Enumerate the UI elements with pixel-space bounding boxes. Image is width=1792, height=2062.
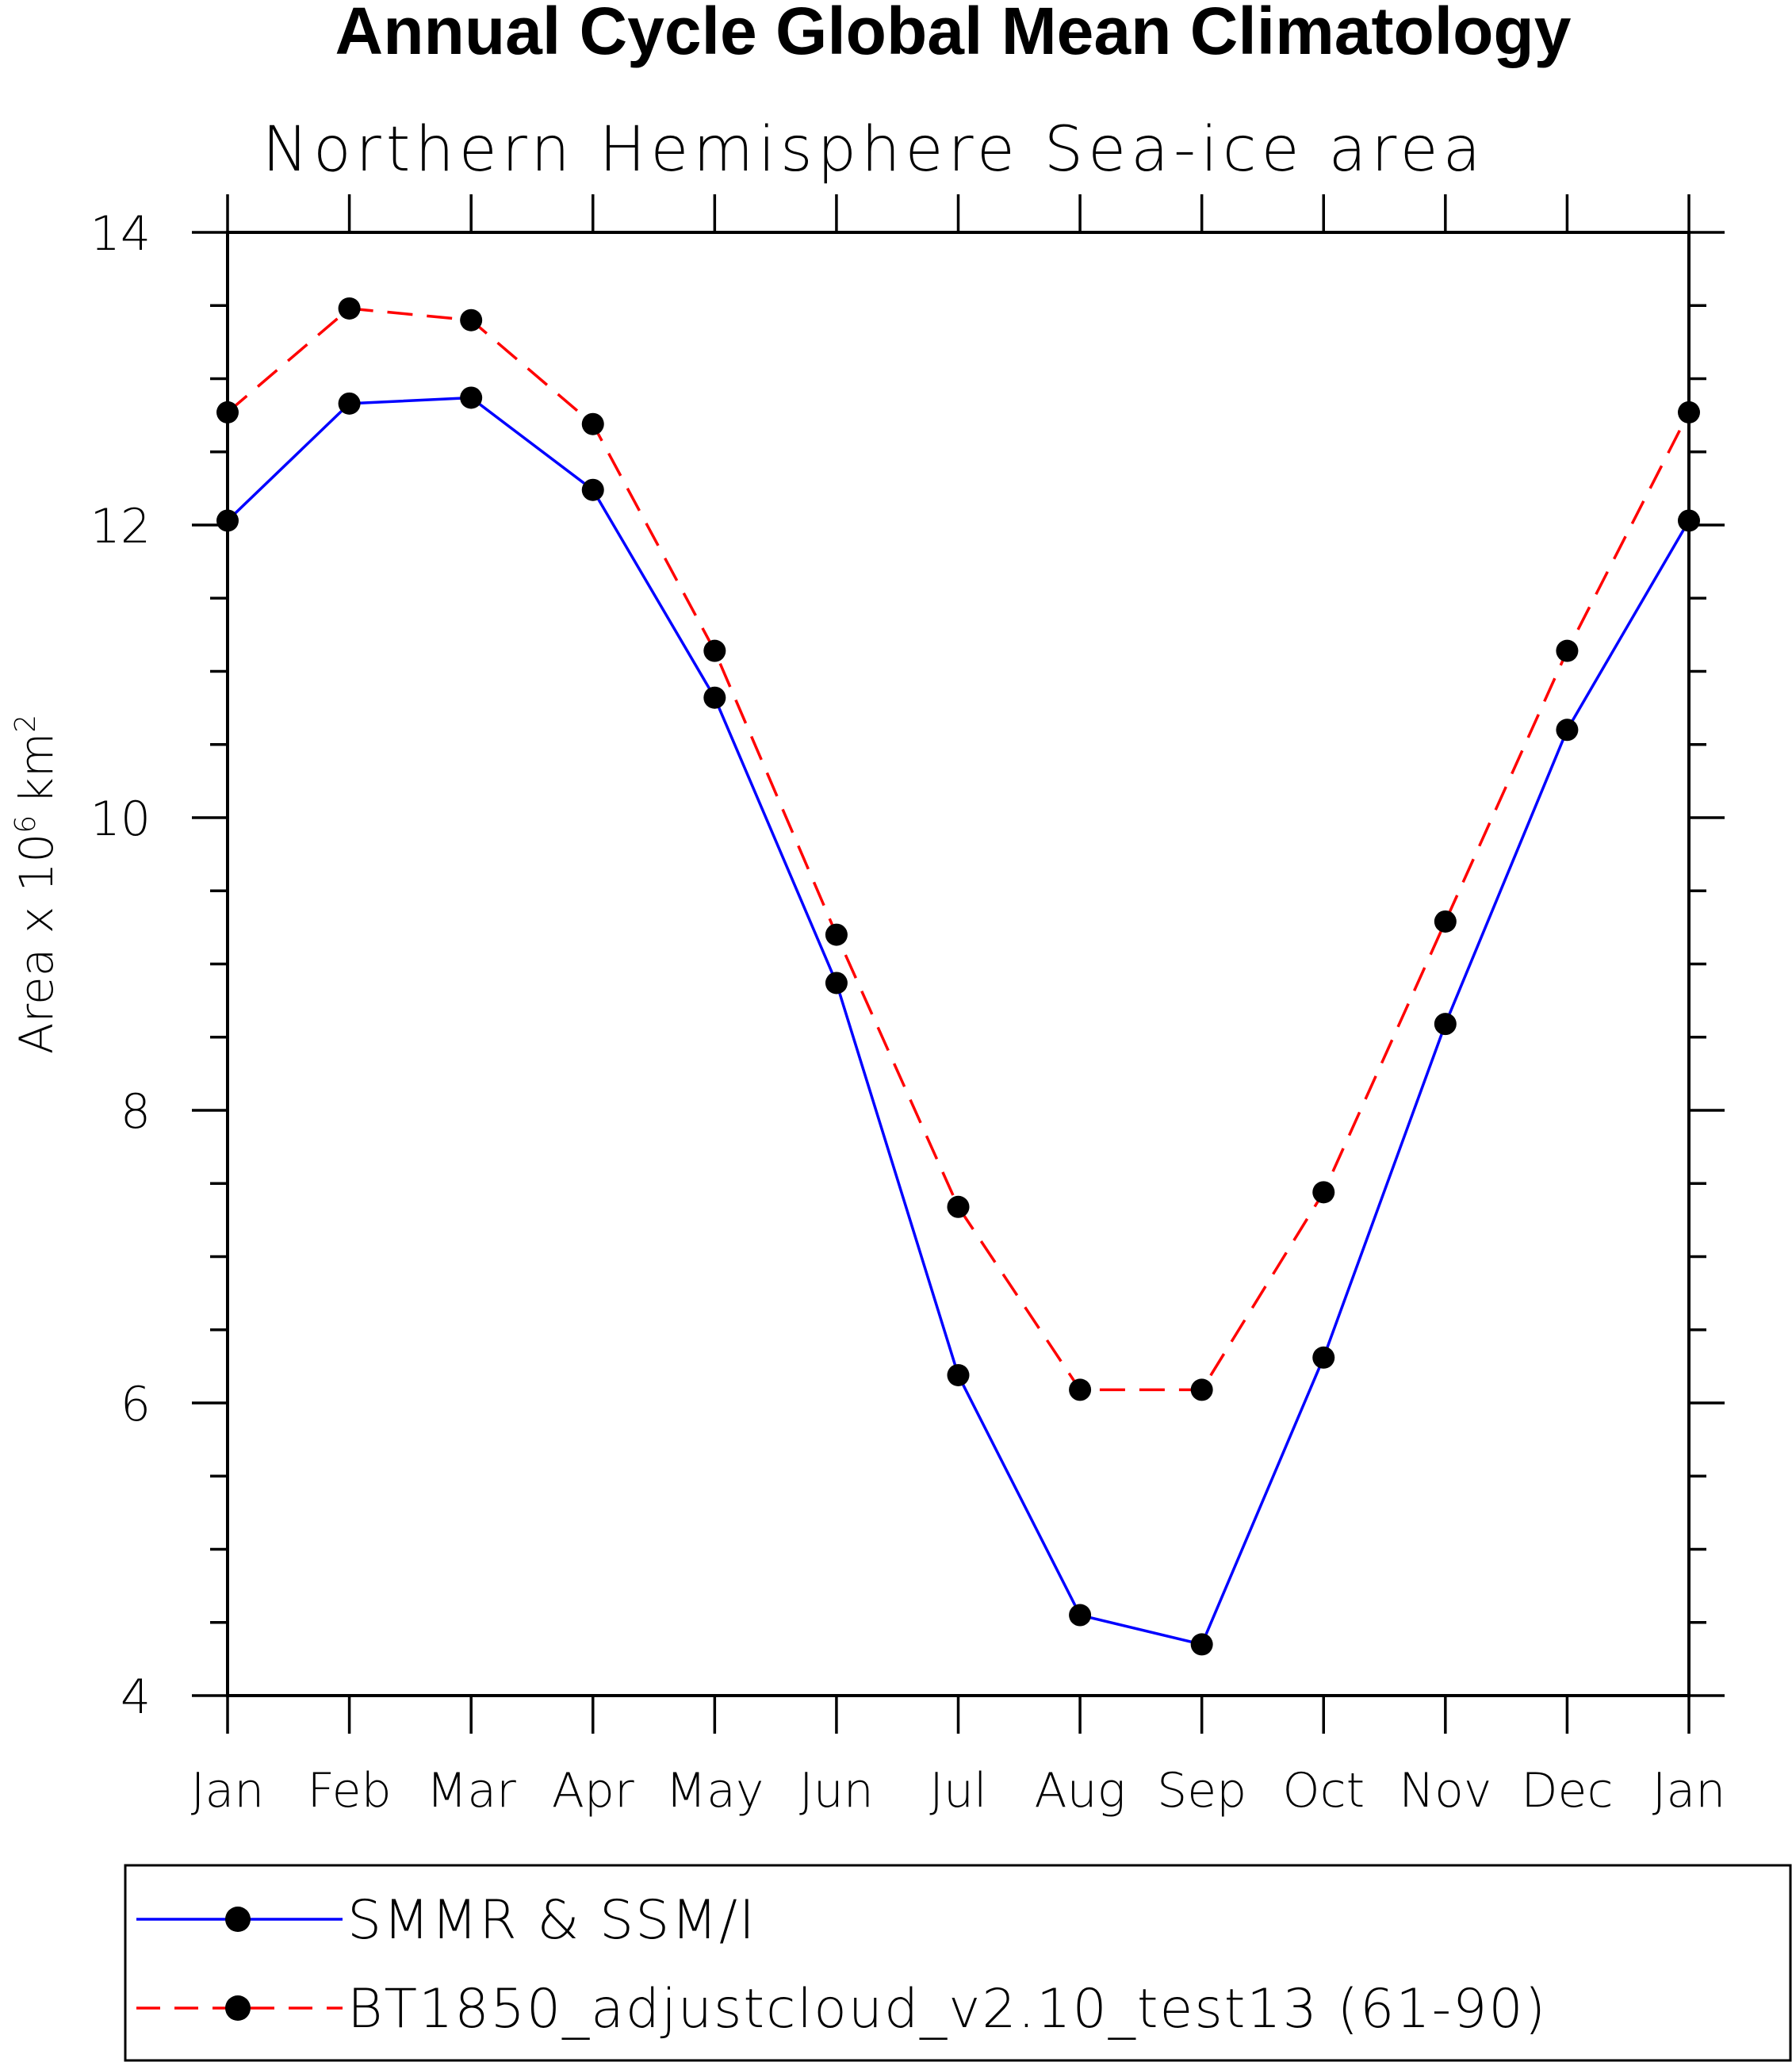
y-axis-label-unit: km [10,733,63,804]
legend-label-0: SMMR & SSM/I [347,1889,756,1952]
series-1-point [1434,910,1457,933]
y-tick-label: 12 [90,499,151,554]
series-0-point [338,392,361,415]
series-0-point [1312,1346,1335,1369]
y-axis-label-text: Area x 10 [10,834,63,1054]
plot-frame [226,231,1691,1697]
series-1-point [338,297,361,320]
x-tick-label: Feb [307,1763,391,1819]
legend-label-1: BT1850_adjustcloud_v2.10_test13 (61-90) [347,1978,1547,2041]
x-tick-label: Jan [191,1763,265,1819]
y-tick-label: 14 [90,206,151,262]
series-lines [226,307,1691,1646]
x-tick-label: May [665,1763,764,1819]
x-tick-label: Jun [799,1763,874,1819]
y-axis-label: Area x 106 km2 [10,715,63,1054]
series-1-point [1312,1181,1335,1204]
y-axis-label-exponent: 6 [10,815,42,834]
x-tick-label: Nov [1399,1763,1491,1819]
legend-box [124,1864,1792,2062]
y-axis-label-unit-exponent: 2 [10,715,42,733]
legend-items: SMMR & SSM/I BT1850_adjustcloud_v2.10_tes… [136,1889,1547,2041]
series-1-point [1069,1378,1092,1401]
series-0-point [1556,719,1579,742]
x-tick-label: Dec [1521,1763,1613,1819]
series-0-point [1434,1013,1457,1036]
series-0-point [1190,1633,1213,1656]
series-1-point [1190,1378,1213,1401]
x-tick-label: Jan [1652,1763,1726,1819]
y-tick-label: 4 [121,1669,151,1725]
x-tick-label: Oct [1282,1763,1365,1819]
x-tick-label: Sep [1157,1763,1246,1819]
svg-text:Area x 106km2: Area x 106 km2 [10,715,63,1054]
series-0-point [460,386,483,409]
tick-labels: 4 6 8 10 12 14 Jan Feb Mar Apr May Jun Jul Aug Sep Oct N… [90,206,1726,1819]
series-line-0 [226,396,1691,1646]
series-1-point [703,639,726,662]
series-0-point [825,972,848,995]
series-points [216,297,1700,1656]
chart-title: Annual Cycle Global Mean Climatology [335,0,1572,68]
legend: SMMR & SSM/I BT1850_adjustcloud_v2.10_tes… [124,1864,1792,2062]
series-1-point [947,1195,970,1218]
series-0-point [703,686,726,709]
chart-subtitle: Northern Hemisphere Sea-ice area [262,114,1486,186]
x-tick-label: Aug [1035,1763,1126,1819]
series-1-point [825,923,848,946]
x-tick-label: Jul [929,1763,986,1819]
x-tick-label: Apr [552,1763,634,1819]
series-1-point [1556,639,1579,662]
series-0-point [581,478,604,501]
legend-marker-0 [225,1907,251,1932]
x-tick-label: Mar [427,1763,517,1819]
y-tick-label: 6 [121,1377,151,1432]
series-0-point [947,1363,970,1386]
y-tick-label: 10 [90,791,151,847]
series-line-1 [226,307,1691,1392]
y-tick-label: 8 [121,1084,151,1140]
legend-marker-1 [225,1995,251,2021]
series-0-point [1069,1604,1092,1627]
series-1-point [581,412,604,435]
series-1-point [460,309,483,332]
axis-ticks [192,194,1725,1734]
